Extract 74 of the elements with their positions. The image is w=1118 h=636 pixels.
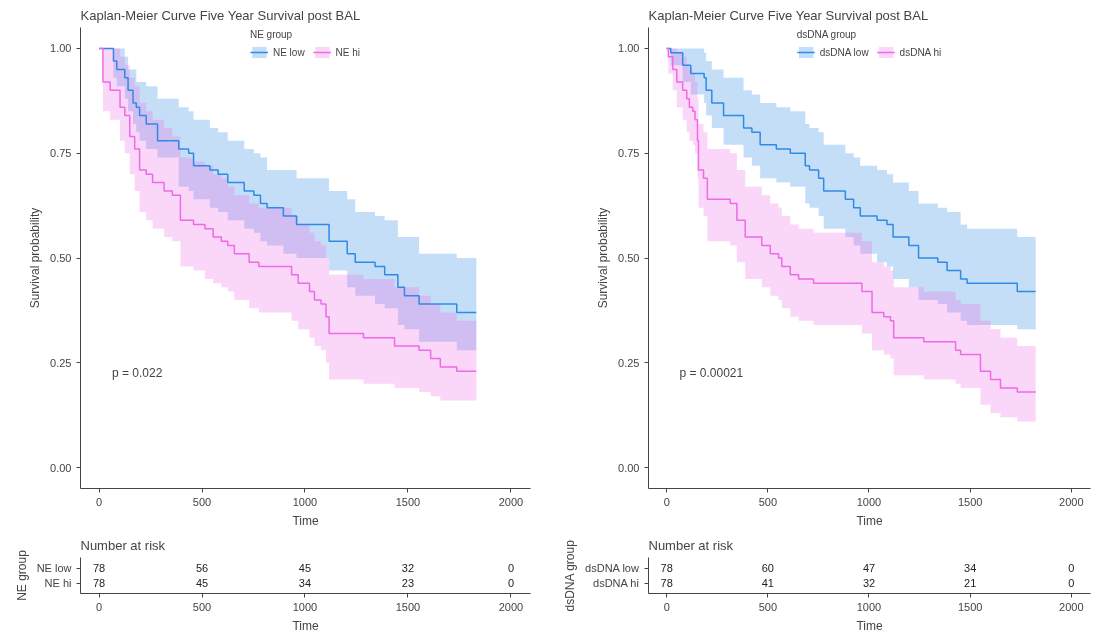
y-tick-label: 0.00	[50, 461, 72, 474]
x-tick-label: 1500	[395, 495, 421, 508]
data-label: 78	[660, 562, 673, 574]
y-tick-label: 0.25	[50, 356, 72, 369]
y-tick-label: 0.00	[618, 461, 640, 474]
y-tick-label: 0.75	[50, 147, 72, 160]
data-label: 0	[507, 562, 514, 574]
y-tick-label: 0.25	[618, 356, 640, 369]
legend-label: dsDNA low	[819, 46, 869, 58]
annotation: p = 0.00021	[679, 366, 744, 381]
y-tick-label: 0.50	[50, 252, 72, 264]
data-label: 41	[761, 577, 774, 589]
x-tick-label: 1500	[957, 600, 983, 613]
data-label: 34	[964, 562, 977, 574]
annotation: p = 0.022	[112, 366, 163, 381]
x-tick-label: 0	[663, 600, 670, 613]
legend-label: NE hi	[335, 46, 361, 58]
data-label: 0	[1068, 562, 1075, 574]
x-tick-label: 1000	[292, 600, 318, 613]
y-tick-label: dsDNA hi	[593, 577, 639, 589]
data-label: 0	[507, 577, 514, 589]
data-label: 78	[92, 562, 106, 574]
y-axis-title: dsDNA group	[563, 539, 578, 612]
x-tick-label: 2000	[498, 495, 524, 508]
data-label: 56	[195, 562, 209, 574]
data-label: 45	[298, 562, 312, 574]
x-tick-label: 500	[192, 600, 212, 613]
data-label: 23	[401, 577, 415, 589]
y-axis-title: Survival probability	[596, 207, 611, 309]
legend-label: dsDNA hi	[899, 46, 942, 58]
x-axis-title: Time	[856, 618, 883, 633]
y-axis-title: Survival probability	[28, 207, 43, 309]
data-label: 78	[660, 577, 673, 589]
y-tick-label: NE low	[36, 562, 72, 574]
x-tick-label: 2000	[1059, 495, 1084, 508]
data-label: 47	[862, 562, 876, 574]
x-axis-title: Time	[292, 618, 319, 633]
x-axis-title: Time	[292, 513, 319, 528]
x-tick-label: 1500	[395, 600, 421, 613]
x-tick-label: 2000	[498, 600, 524, 613]
x-tick-label: 0	[95, 600, 103, 613]
chart-title: Number at risk	[80, 537, 166, 553]
y-tick-label: NE hi	[44, 577, 72, 589]
data-label: 0	[1068, 577, 1075, 589]
x-tick-label: 0	[663, 495, 670, 508]
chart-title: Kaplan-Meier Curve Five Year Survival post BAL	[80, 7, 361, 23]
data-label: 45	[195, 577, 209, 589]
x-tick-label: 1000	[856, 495, 882, 508]
x-tick-label: 500	[192, 495, 212, 508]
x-tick-label: 1500	[957, 495, 983, 508]
y-tick-label: dsDNA low	[585, 562, 639, 574]
y-tick-label: 1.00	[618, 42, 640, 55]
x-tick-label: 1000	[856, 600, 882, 613]
chart-title: Number at risk	[648, 537, 734, 553]
data-label: 34	[298, 577, 312, 589]
x-tick-label: 500	[758, 600, 778, 613]
y-tick-label: 0.75	[618, 147, 640, 160]
legend-title: dsDNA group	[796, 29, 858, 40]
y-axis-title: NE group	[14, 549, 29, 601]
x-tick-label: 0	[95, 495, 103, 508]
data-label: 21	[964, 577, 977, 589]
data-label: 78	[92, 577, 106, 589]
data-label: 32	[862, 577, 876, 589]
x-tick-label: 500	[758, 495, 778, 508]
x-axis-title: Time	[856, 513, 883, 528]
chart-title: Kaplan-Meier Curve Five Year Survival post BAL	[648, 7, 929, 23]
x-tick-label: 2000	[1059, 600, 1084, 613]
y-tick-label: 0.50	[618, 252, 640, 264]
data-label: 60	[761, 562, 774, 574]
legend-title: NE group	[249, 29, 294, 40]
legend-label: NE low	[272, 46, 305, 58]
y-tick-label: 1.00	[50, 42, 72, 55]
x-tick-label: 1000	[292, 495, 318, 508]
data-label: 32	[401, 562, 415, 574]
